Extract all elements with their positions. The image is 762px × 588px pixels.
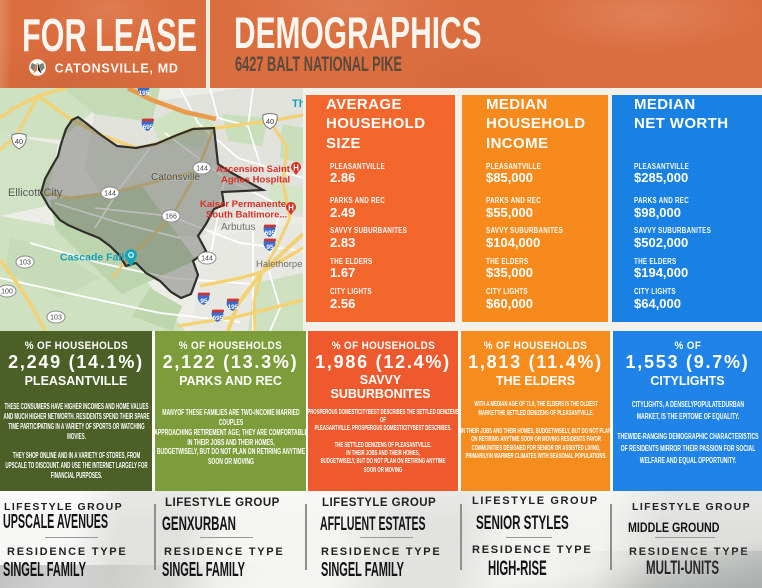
svg-text:103: 103 bbox=[19, 260, 31, 267]
svg-text:Ascension Saint: Ascension Saint bbox=[216, 164, 291, 175]
svg-text:South Baltimore...: South Baltimore... bbox=[206, 210, 287, 221]
svg-text:Halethorpe: Halethorpe bbox=[256, 259, 302, 270]
svg-text:695: 695 bbox=[265, 230, 276, 237]
svg-text:Th: Th bbox=[292, 98, 303, 110]
svg-text:Kaiser Permanente: Kaiser Permanente bbox=[200, 199, 286, 210]
svg-text:695: 695 bbox=[143, 124, 154, 131]
svg-text:195: 195 bbox=[228, 304, 239, 311]
svg-text:144: 144 bbox=[201, 256, 213, 263]
svg-text:Agnes Hospital: Agnes Hospital bbox=[221, 175, 290, 186]
svg-text:95: 95 bbox=[200, 298, 208, 305]
svg-text:H: H bbox=[288, 204, 294, 213]
svg-text:695: 695 bbox=[213, 315, 224, 322]
svg-text:144: 144 bbox=[104, 191, 116, 198]
svg-text:H: H bbox=[293, 164, 299, 173]
svg-text:40: 40 bbox=[15, 137, 23, 146]
svg-text:Cascade Falls: Cascade Falls bbox=[60, 252, 130, 264]
svg-text:Ellicott City: Ellicott City bbox=[8, 187, 63, 199]
svg-text:144: 144 bbox=[196, 166, 208, 173]
svg-text:Catonsville: Catonsville bbox=[151, 172, 200, 183]
svg-text:166: 166 bbox=[165, 214, 177, 221]
svg-text:Arbutus: Arbutus bbox=[221, 222, 255, 233]
svg-text:103: 103 bbox=[50, 315, 62, 322]
svg-text:100: 100 bbox=[1, 289, 13, 296]
svg-text:95: 95 bbox=[266, 244, 274, 251]
svg-text:195: 195 bbox=[139, 90, 150, 97]
svg-text:40: 40 bbox=[266, 117, 274, 126]
